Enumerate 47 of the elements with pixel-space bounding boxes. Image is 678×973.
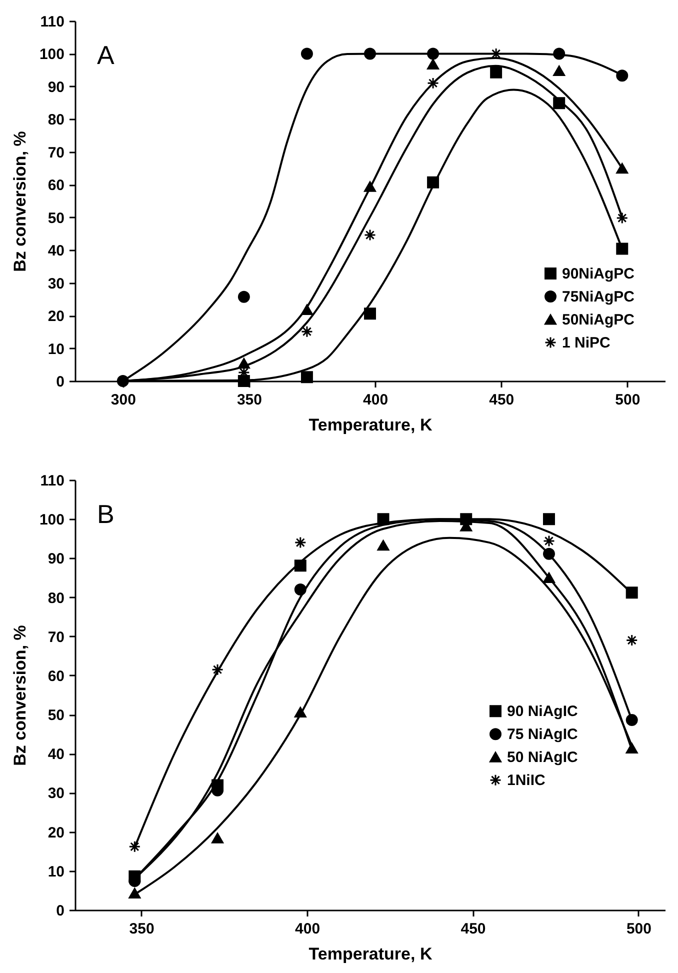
y-tick-label: 30 — [48, 785, 64, 802]
y-tick-label: 0 — [56, 374, 64, 390]
x-tick-label: 300 — [110, 392, 136, 408]
y-tick-label: 50 — [48, 707, 64, 724]
legend-label: 75 NiAgIC — [507, 726, 578, 744]
y-tick-label: 70 — [48, 144, 64, 162]
y-tick-label: 0 — [56, 902, 64, 920]
x-tick-label: 400 — [363, 392, 388, 408]
y-tick-label: 20 — [48, 308, 64, 326]
x-tick-label: 350 — [236, 392, 262, 408]
legend-label: 90 NiAgIC — [507, 703, 578, 720]
y-tick-label: 110 — [40, 14, 64, 30]
x-tick-label: 500 — [626, 920, 652, 938]
x-tick-label: 500 — [615, 392, 640, 408]
x-axis-title: Temperature, K — [308, 944, 433, 964]
y-axis-title: Bz conversion, % — [10, 131, 30, 272]
legend-label: 50NiAgPC — [562, 312, 635, 328]
y-tick-label: 70 — [48, 628, 64, 646]
y-tick-label: 80 — [48, 112, 64, 129]
x-tick-label: 400 — [295, 920, 320, 938]
x-tick-label: 450 — [489, 392, 514, 408]
legend-label: 75NiAgPC — [562, 288, 635, 306]
y-tick-label: 60 — [48, 177, 64, 194]
y-tick-label: 40 — [48, 242, 64, 260]
y-tick-label: 80 — [48, 590, 64, 607]
y-tick-label: 100 — [39, 46, 64, 64]
y-tick-label: 10 — [48, 863, 64, 880]
y-tick-label: 40 — [48, 746, 64, 764]
y-tick-label: 90 — [48, 550, 64, 568]
y-tick-label: 100 — [39, 512, 64, 529]
x-tick-label: 350 — [129, 920, 154, 938]
legend-label: 1NiIC — [507, 772, 546, 790]
y-tick-label: 90 — [48, 78, 64, 96]
y-tick-label: 60 — [48, 668, 64, 685]
annotation: A — [97, 40, 115, 70]
y-tick-label: 110 — [40, 472, 64, 490]
legend-label: 50 NiAgIC — [507, 749, 578, 766]
x-axis-title: Temperature, K — [308, 416, 433, 434]
y-tick-label: 10 — [48, 340, 64, 358]
legend-label: 90NiAgPC — [562, 266, 635, 282]
y-axis-title: Bz conversion, % — [10, 625, 30, 766]
annotation: B — [97, 499, 114, 529]
legend-label: 1 NiPC — [562, 334, 611, 352]
y-tick-label: 30 — [48, 275, 64, 292]
y-tick-label: 50 — [48, 210, 64, 227]
x-tick-label: 450 — [460, 920, 486, 938]
y-tick-label: 20 — [48, 824, 64, 842]
